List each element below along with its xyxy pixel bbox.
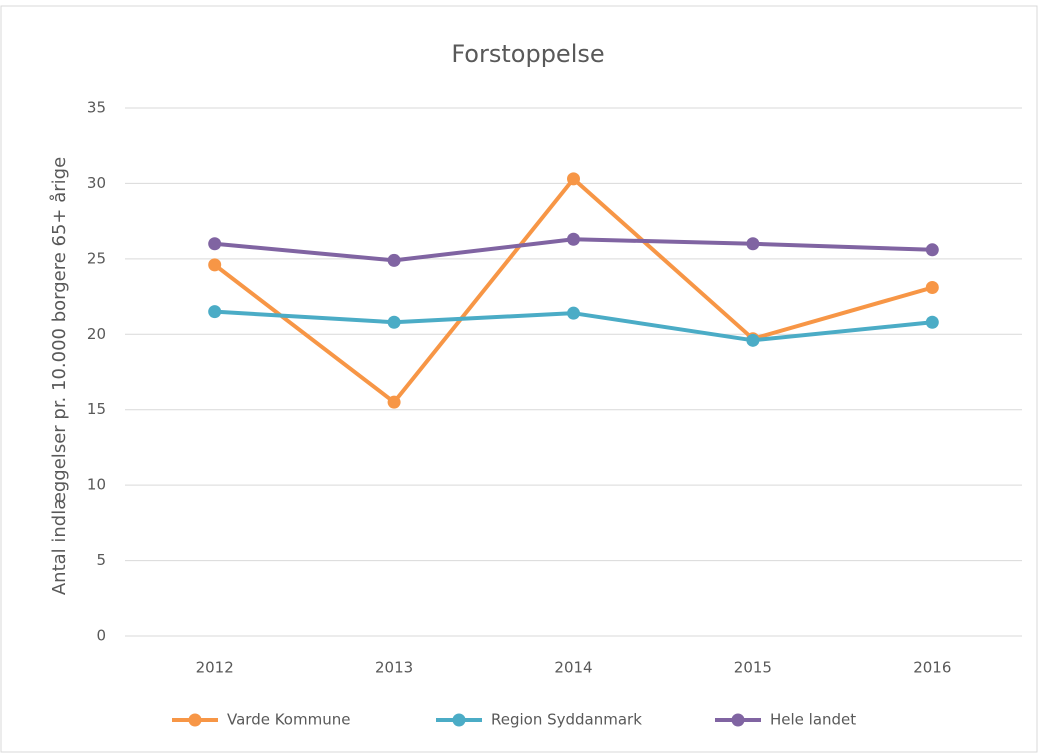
chart-title: Forstoppelse xyxy=(451,40,604,68)
legend-label: Varde Kommune xyxy=(227,711,350,729)
data-point xyxy=(208,237,222,251)
y-axis-title: Antal indlæggelser pr. 10.000 borgere 65… xyxy=(49,157,70,595)
y-tick-label: 35 xyxy=(87,99,106,117)
data-point xyxy=(925,281,939,295)
legend-label: Hele landet xyxy=(770,711,856,729)
y-tick-label: 0 xyxy=(96,627,106,645)
x-tick-label: 2014 xyxy=(554,659,592,677)
x-tick-label: 2015 xyxy=(734,659,772,677)
y-tick-label: 25 xyxy=(87,249,106,267)
x-tick-label: 2012 xyxy=(196,659,234,677)
legend-label: Region Syddanmark xyxy=(491,711,642,729)
data-point xyxy=(567,172,580,186)
y-tick-label: 20 xyxy=(87,325,106,343)
data-point xyxy=(925,315,939,329)
data-point xyxy=(925,243,939,257)
legend-marker xyxy=(731,713,745,727)
y-tick-label: 5 xyxy=(96,551,106,569)
data-point xyxy=(387,315,401,329)
y-tick-label: 30 xyxy=(87,174,106,192)
x-tick-label: 2016 xyxy=(913,659,951,677)
data-point xyxy=(208,258,222,272)
data-point xyxy=(746,333,760,347)
data-point xyxy=(746,237,760,251)
data-point xyxy=(208,305,222,319)
y-tick-label: 15 xyxy=(87,400,106,418)
legend-marker xyxy=(452,713,466,727)
x-tick-label: 2013 xyxy=(375,659,413,677)
data-point xyxy=(387,395,401,409)
legend-marker xyxy=(188,713,202,727)
data-point xyxy=(567,306,580,320)
y-tick-label: 10 xyxy=(87,476,106,494)
chart-border xyxy=(0,5,1038,753)
data-point xyxy=(567,232,580,246)
data-point xyxy=(387,253,401,267)
